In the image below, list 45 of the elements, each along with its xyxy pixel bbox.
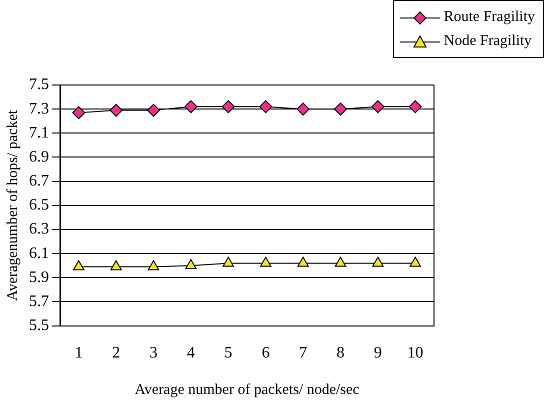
y-tick-label: 7.1 [29, 124, 49, 142]
legend-label: Node Fragility [444, 33, 532, 49]
point [410, 256, 421, 267]
point [222, 256, 234, 267]
point [148, 260, 160, 270]
y-tick-label: 7.3 [29, 100, 49, 118]
x-tick-label: 6 [262, 344, 270, 362]
y-tick-label: 5.7 [29, 292, 49, 310]
y-tick-label: 5.9 [29, 268, 49, 286]
point [334, 102, 347, 116]
x-tick-label: 3 [150, 344, 158, 362]
point [73, 260, 84, 270]
point [72, 106, 86, 120]
y-tick-label: 6.9 [29, 148, 49, 166]
x-axis-title: Average number of packets/ node/sec [134, 382, 360, 398]
y-tick-label: 6.1 [29, 244, 49, 262]
x-tick-label: 8 [336, 344, 344, 362]
y-tick-label: 6.5 [29, 196, 49, 214]
point [296, 102, 310, 116]
y-tick-label: 7.5 [29, 76, 49, 94]
point [110, 260, 122, 270]
point [110, 104, 123, 117]
point [372, 256, 384, 267]
point [222, 100, 235, 114]
point [297, 256, 309, 267]
point [185, 259, 197, 270]
x-tick-label: 10 [407, 344, 424, 362]
y-tick-label: 5.5 [29, 317, 49, 334]
point [259, 100, 272, 114]
x-tick-label: 1 [74, 344, 83, 362]
y-tick-label: 6.7 [29, 172, 49, 190]
point [184, 100, 198, 114]
x-tick-label: 2 [112, 344, 120, 362]
legend-label: Route Fragility [444, 9, 535, 25]
x-tick-label: 4 [186, 344, 195, 362]
x-tick-label: 9 [374, 344, 382, 362]
x-tick-label: 7 [299, 344, 308, 362]
point [371, 100, 384, 114]
point [408, 100, 422, 114]
point [334, 256, 346, 267]
point [147, 104, 160, 117]
x-tick-label: 5 [224, 344, 232, 362]
point [260, 256, 272, 267]
y-axis-title: Averagenumber of hops/ packet [4, 109, 21, 301]
y-tick-label: 6.3 [29, 220, 49, 238]
